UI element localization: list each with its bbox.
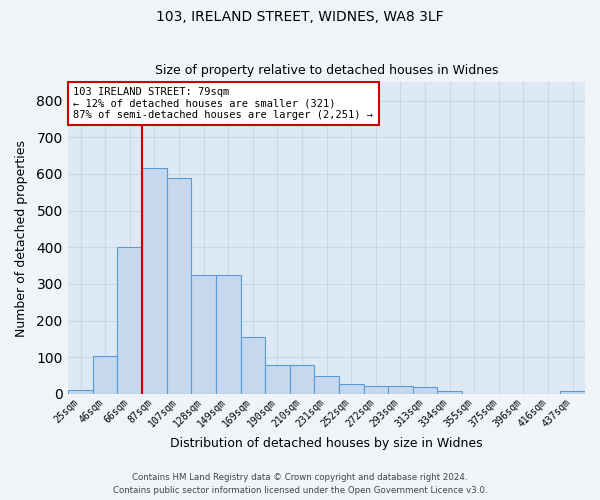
Bar: [142, 168, 167, 394]
Bar: [413, 388, 437, 394]
Bar: [191, 275, 216, 394]
Bar: [241, 337, 265, 394]
Bar: [364, 386, 388, 394]
Bar: [437, 391, 462, 394]
Text: Contains HM Land Registry data © Crown copyright and database right 2024.
Contai: Contains HM Land Registry data © Crown c…: [113, 474, 487, 495]
Bar: [560, 391, 585, 394]
Bar: [68, 390, 93, 394]
Bar: [388, 386, 413, 394]
Bar: [216, 275, 241, 394]
Bar: [314, 376, 339, 394]
Bar: [290, 366, 314, 394]
X-axis label: Distribution of detached houses by size in Widnes: Distribution of detached houses by size …: [170, 437, 483, 450]
Title: Size of property relative to detached houses in Widnes: Size of property relative to detached ho…: [155, 64, 499, 77]
Text: 103 IRELAND STREET: 79sqm
← 12% of detached houses are smaller (321)
87% of semi: 103 IRELAND STREET: 79sqm ← 12% of detac…: [73, 87, 373, 120]
Bar: [93, 356, 118, 394]
Bar: [339, 384, 364, 394]
Bar: [167, 178, 191, 394]
Bar: [265, 364, 290, 394]
Y-axis label: Number of detached properties: Number of detached properties: [15, 140, 28, 336]
Bar: [118, 248, 142, 394]
Text: 103, IRELAND STREET, WIDNES, WA8 3LF: 103, IRELAND STREET, WIDNES, WA8 3LF: [156, 10, 444, 24]
